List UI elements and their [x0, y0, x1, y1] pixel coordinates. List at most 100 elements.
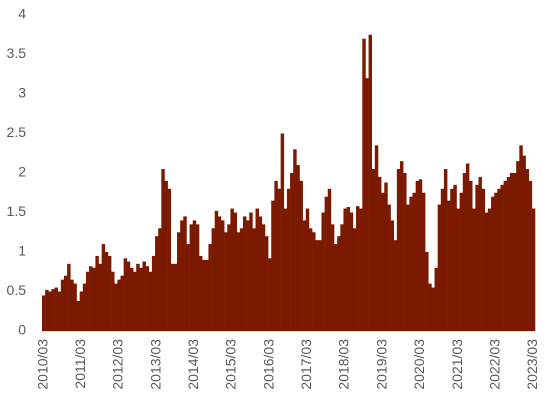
bar [54, 287, 59, 331]
bar [349, 212, 354, 331]
bar [255, 208, 259, 331]
bar [434, 267, 438, 331]
bar [261, 224, 266, 331]
bar [484, 212, 489, 331]
bar [318, 240, 322, 331]
bar [95, 255, 99, 331]
bar [469, 180, 473, 331]
bar [346, 206, 351, 331]
bar [70, 279, 74, 331]
bar [440, 188, 445, 331]
bar [340, 224, 344, 331]
bar [343, 208, 347, 331]
bar [327, 188, 332, 331]
bar [425, 252, 429, 331]
x-tick-label: 2018/03 [336, 339, 352, 390]
bar [487, 208, 492, 331]
bar [330, 224, 335, 331]
bar [51, 289, 55, 331]
bar [214, 210, 219, 331]
bar [189, 224, 194, 331]
bar [494, 192, 498, 331]
bar [183, 216, 187, 331]
bar [142, 261, 146, 331]
y-tick-label: 0.5 [7, 282, 27, 298]
bar [525, 169, 530, 331]
bar [224, 232, 228, 331]
bar [308, 228, 313, 331]
bar [268, 258, 272, 331]
bar [230, 208, 234, 331]
bar [170, 263, 175, 331]
bar [92, 267, 96, 331]
bar [290, 173, 294, 331]
bar [293, 149, 297, 331]
bar [368, 34, 373, 331]
bar [412, 192, 416, 331]
bar [148, 271, 153, 331]
bar [195, 224, 200, 331]
bar [352, 228, 357, 331]
bar [334, 244, 338, 331]
bar [475, 184, 479, 331]
bar [472, 208, 476, 331]
x-tick-label: 2022/03 [486, 339, 502, 390]
bar [57, 291, 62, 331]
bar [42, 295, 46, 331]
x-tick-label: 2013/03 [147, 339, 163, 390]
bar [123, 258, 128, 331]
bar [513, 173, 517, 331]
bar [82, 283, 87, 331]
bar [519, 145, 523, 331]
bar [491, 196, 495, 331]
y-tick-label: 4 [18, 6, 26, 22]
bar [362, 38, 366, 331]
bar [450, 188, 454, 331]
x-tick-label: 2017/03 [298, 339, 314, 390]
bar [531, 208, 536, 331]
bar [390, 220, 394, 331]
bar [522, 155, 526, 331]
bar [478, 176, 482, 331]
bar [374, 145, 379, 331]
bar [45, 289, 49, 331]
bar [280, 133, 285, 331]
bar [418, 179, 423, 331]
y-tick-label: 1 [18, 243, 26, 259]
bar [409, 196, 413, 331]
bar [161, 169, 165, 331]
x-tick-label: 2015/03 [223, 339, 239, 390]
bar [321, 212, 325, 331]
bar [453, 184, 457, 331]
bar [406, 204, 410, 331]
bar [101, 244, 106, 331]
bar [393, 240, 398, 331]
bar [503, 180, 508, 331]
bar [365, 78, 369, 331]
x-tick-label: 2010/03 [34, 339, 50, 390]
bar [315, 240, 319, 331]
bar [296, 165, 300, 331]
bar [356, 206, 360, 331]
bar [277, 188, 281, 331]
bar [239, 228, 244, 331]
bar [85, 271, 90, 331]
bar [205, 259, 209, 331]
bar [437, 204, 442, 331]
bar [465, 163, 470, 331]
bar [126, 261, 131, 331]
bar [516, 161, 520, 331]
bar [73, 283, 77, 331]
bar [151, 255, 156, 331]
bar [387, 204, 391, 331]
bar [202, 259, 206, 331]
bar [396, 169, 401, 331]
bar [447, 200, 451, 331]
x-tick-label: 2011/03 [72, 339, 88, 389]
bar [136, 263, 140, 331]
bar [89, 266, 93, 331]
y-tick-label: 0 [18, 322, 26, 338]
bar [173, 263, 178, 331]
bar [217, 216, 222, 331]
bar [302, 220, 307, 331]
